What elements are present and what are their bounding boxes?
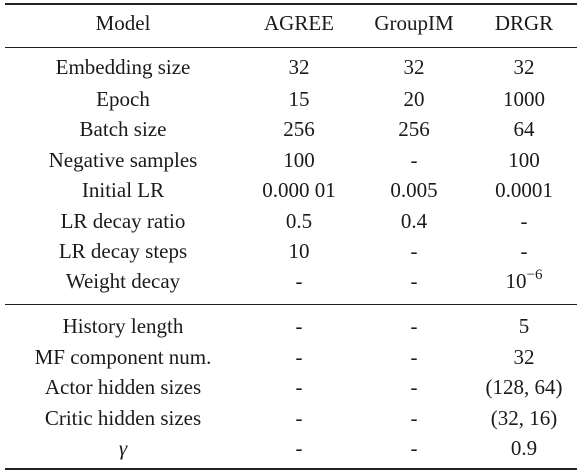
row-label: Embedding size <box>5 46 241 84</box>
table-row: γ - - 0.9 <box>5 433 577 470</box>
cell-drgr: 64 <box>513 117 535 142</box>
table-row: LR decay steps 10 - - <box>5 237 577 268</box>
cell-agree: 256 <box>283 117 315 142</box>
table-row: Negative samples 100 - 100 <box>5 145 577 176</box>
cell-drgr: (128, 64) <box>485 375 563 400</box>
cell-drgr: 32 <box>471 46 577 84</box>
row-label: LR decay ratio <box>60 208 186 233</box>
header-model: Model <box>95 11 151 36</box>
header-groupim: GroupIM <box>374 11 454 36</box>
row-label: Negative samples <box>48 147 198 172</box>
header-agree: AGREE <box>264 11 334 36</box>
cell-drgr: - <box>520 208 528 233</box>
header-row: Model AGREE GroupIM DRGR <box>5 4 577 47</box>
row-label: LR decay steps <box>58 239 188 264</box>
cell-groupim: - <box>410 405 418 430</box>
table-row: Weight decay - - 10−6 <box>5 267 577 304</box>
row-label: Batch size <box>79 117 167 142</box>
row-label: Epoch <box>96 86 150 111</box>
cell-drgr: 5 <box>471 303 577 342</box>
cell-agree: 0.5 <box>285 208 313 233</box>
header-drgr: DRGR <box>494 11 554 36</box>
table-row: Batch size 256 256 64 <box>5 115 577 146</box>
cell-groupim: - <box>357 303 471 342</box>
cell-groupim: 32 <box>357 46 471 84</box>
cell-groupim: 20 <box>403 86 425 111</box>
row-label: History length <box>5 303 241 342</box>
table-row: Epoch 15 20 1000 <box>5 84 577 115</box>
cell-groupim: - <box>410 147 418 172</box>
row-label-gamma: γ <box>5 433 241 470</box>
cell-agree: - <box>241 303 357 342</box>
cell-groupim: - <box>357 433 471 470</box>
table-row: LR decay ratio 0.5 0.4 - <box>5 206 577 237</box>
table-row: Critic hidden sizes - - (32, 16) <box>5 403 577 434</box>
row-label: Weight decay <box>65 269 181 294</box>
cell-agree: - <box>241 433 357 470</box>
cell-drgr: 10−6 <box>471 267 577 304</box>
cell-agree: - <box>295 269 303 294</box>
cell-groupim: - <box>410 344 418 369</box>
cell-drgr: 0.0001 <box>495 178 553 203</box>
row-label: Critic hidden sizes <box>44 405 202 430</box>
weight-decay-exponent: −6 <box>526 267 543 284</box>
table-row: MF component num. - - 32 <box>5 342 577 373</box>
cell-agree: 100 <box>283 147 315 172</box>
cell-agree: - <box>295 344 303 369</box>
cell-drgr: 1000 <box>503 86 545 111</box>
cell-agree: - <box>295 405 303 430</box>
cell-groupim: - <box>410 239 418 264</box>
cell-drgr: - <box>520 239 528 264</box>
cell-agree: 0.000 01 <box>262 178 336 203</box>
table-row: Initial LR 0.000 01 0.005 0.0001 <box>5 176 577 207</box>
cell-groupim: 0.4 <box>400 208 428 233</box>
cell-agree: - <box>295 375 303 400</box>
table-row: History length - - 5 <box>5 303 577 342</box>
row-label: Initial LR <box>81 178 165 203</box>
row-label: Actor hidden sizes <box>44 375 202 400</box>
hyperparameter-table: Model AGREE GroupIM DRGR Embedding size … <box>5 3 577 470</box>
cell-groupim: - <box>410 375 418 400</box>
cell-drgr: 100 <box>508 147 540 172</box>
cell-groupim: - <box>410 269 418 294</box>
cell-groupim: 0.005 <box>390 178 438 203</box>
cell-agree: 10 <box>288 239 310 264</box>
cell-drgr: (32, 16) <box>490 405 558 430</box>
weight-decay-base: 10 <box>505 269 527 294</box>
cell-drgr: 0.9 <box>471 433 577 470</box>
row-label: MF component num. <box>34 344 212 369</box>
cell-groupim: 256 <box>398 117 430 142</box>
table-row: Actor hidden sizes - - (128, 64) <box>5 373 577 404</box>
cell-agree: 15 <box>288 86 310 111</box>
cell-drgr: 32 <box>513 344 535 369</box>
cell-agree: 32 <box>241 46 357 84</box>
table-row: Embedding size 32 32 32 <box>5 46 577 84</box>
